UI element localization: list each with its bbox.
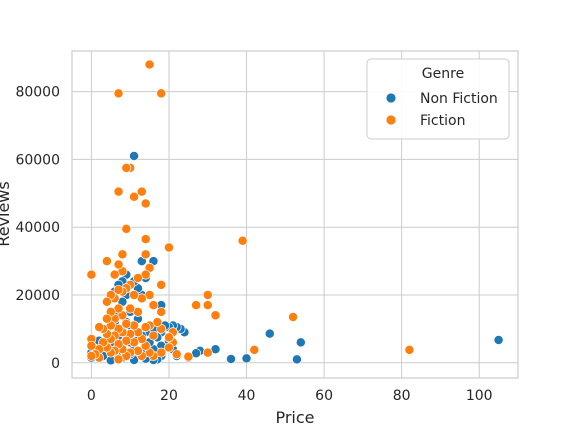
point-fiction bbox=[148, 300, 159, 311]
point-fiction bbox=[249, 344, 260, 355]
point-fiction bbox=[202, 300, 213, 311]
point-fiction bbox=[144, 59, 155, 70]
point-fiction bbox=[101, 256, 112, 267]
point-fiction bbox=[121, 318, 132, 329]
point-fiction bbox=[113, 186, 124, 197]
point-fiction bbox=[113, 88, 124, 99]
point-fiction bbox=[121, 223, 132, 234]
point-fiction bbox=[113, 354, 124, 365]
legend-title: Genre bbox=[422, 66, 464, 82]
point-fiction bbox=[156, 279, 167, 290]
point-fiction bbox=[164, 242, 174, 253]
point-fiction bbox=[129, 191, 140, 202]
point-fiction bbox=[191, 300, 202, 311]
point-fiction bbox=[113, 284, 124, 295]
x-axis-label: Price bbox=[275, 408, 314, 427]
x-tick-label: 20 bbox=[160, 388, 178, 404]
point-fiction bbox=[113, 259, 124, 270]
point-fiction bbox=[129, 290, 140, 300]
tick-labels: 0 20 40 60 80 100 0 20000 40000 60000 80000 bbox=[15, 85, 492, 404]
point-fiction bbox=[148, 330, 159, 341]
point-non-fiction bbox=[264, 328, 275, 339]
point-fiction bbox=[94, 322, 105, 333]
point-fiction bbox=[86, 269, 97, 280]
legend-marker-fiction bbox=[385, 114, 397, 126]
point-fiction bbox=[237, 235, 248, 246]
point-fiction bbox=[164, 342, 174, 353]
point-fiction bbox=[288, 312, 299, 322]
x-tick-label: 60 bbox=[315, 388, 333, 404]
point-non-fiction bbox=[129, 151, 140, 161]
x-tick-label: 0 bbox=[87, 388, 96, 404]
point-non-fiction bbox=[241, 353, 252, 364]
legend-label-non-fiction: Non Fiction bbox=[420, 91, 498, 107]
y-tick-label: 0 bbox=[51, 356, 60, 372]
point-fiction bbox=[210, 310, 221, 321]
point-non-fiction bbox=[226, 354, 236, 364]
point-fiction bbox=[136, 186, 147, 197]
point-fiction bbox=[86, 340, 97, 351]
point-fiction bbox=[140, 322, 151, 333]
point-fiction bbox=[202, 290, 213, 300]
point-fiction bbox=[140, 198, 151, 209]
legend: Genre Non Fiction Fiction bbox=[366, 58, 510, 140]
x-tick-label: 100 bbox=[466, 388, 493, 404]
point-fiction bbox=[140, 249, 151, 260]
y-tick-label: 40000 bbox=[15, 220, 60, 236]
point-fiction bbox=[86, 351, 97, 361]
point-fiction bbox=[156, 88, 167, 99]
point-fiction bbox=[109, 269, 120, 280]
y-axis-label: Reviews bbox=[0, 181, 13, 246]
point-fiction bbox=[171, 349, 182, 360]
plot-frame bbox=[71, 50, 519, 379]
point-fiction bbox=[101, 313, 112, 324]
point-fiction bbox=[101, 296, 112, 307]
point-fiction bbox=[156, 306, 167, 317]
point-non-fiction bbox=[295, 337, 306, 348]
point-non-fiction bbox=[493, 335, 504, 345]
x-tick-label: 40 bbox=[238, 388, 256, 404]
point-fiction bbox=[132, 273, 143, 283]
point-fiction bbox=[202, 347, 213, 358]
point-fiction bbox=[140, 234, 151, 245]
point-fiction bbox=[117, 249, 128, 260]
point-non-fiction bbox=[291, 354, 302, 365]
point-fiction bbox=[164, 332, 174, 343]
y-tick-label: 60000 bbox=[15, 152, 60, 168]
legend-marker-non-fiction bbox=[385, 92, 397, 104]
legend-label-fiction: Fiction bbox=[420, 113, 465, 129]
y-tick-label: 80000 bbox=[15, 85, 60, 101]
data-points bbox=[86, 59, 504, 366]
point-fiction bbox=[404, 344, 415, 355]
point-fiction bbox=[183, 351, 194, 362]
point-fiction bbox=[121, 162, 132, 173]
point-fiction bbox=[125, 303, 136, 314]
x-tick-label: 80 bbox=[393, 388, 411, 404]
legend-box bbox=[366, 58, 510, 140]
y-tick-label: 20000 bbox=[15, 288, 60, 304]
